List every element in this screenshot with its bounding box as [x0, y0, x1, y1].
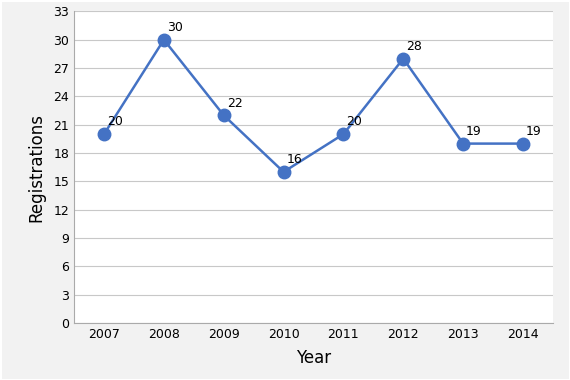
Text: 16: 16	[287, 153, 302, 166]
Text: 19: 19	[526, 125, 542, 138]
Text: 30: 30	[167, 21, 183, 34]
Text: 22: 22	[227, 97, 242, 109]
Text: 28: 28	[406, 40, 422, 53]
Y-axis label: Registrations: Registrations	[27, 113, 45, 222]
Text: 20: 20	[347, 116, 363, 128]
Text: 19: 19	[466, 125, 482, 138]
Text: 20: 20	[107, 116, 123, 128]
X-axis label: Year: Year	[296, 349, 331, 367]
